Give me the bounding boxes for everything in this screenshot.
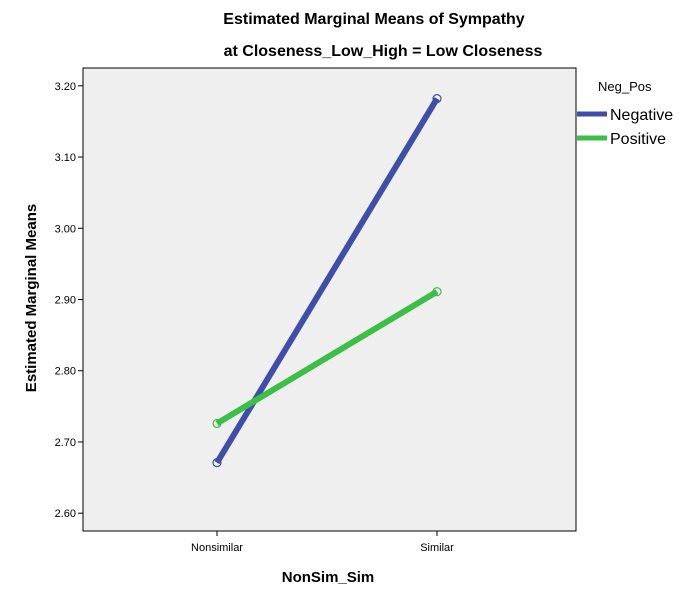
y-tick-label: 3.00 — [55, 223, 76, 235]
chart-title: Estimated Marginal Means of Sympathy — [223, 11, 525, 28]
legend: Neg_Pos Negative Positive — [577, 79, 673, 148]
x-axis-title: NonSim_Sim — [282, 569, 375, 586]
y-tick-label: 2.70 — [55, 437, 76, 449]
y-tick-label: 3.20 — [55, 81, 76, 93]
y-axis-ticks: 2.60 2.70 2.80 2.90 3.00 3.10 3.20 — [55, 81, 83, 520]
data-point-positive — [212, 418, 222, 429]
series-layer — [212, 94, 442, 468]
x-axis-ticks: Nonsimilar Similar — [191, 531, 454, 554]
x-tick-label: Nonsimilar — [191, 542, 243, 554]
y-tick-label: 2.90 — [55, 295, 76, 307]
y-tick-label: 2.80 — [55, 366, 76, 378]
legend-title: Neg_Pos — [598, 79, 652, 94]
chart-subtitle: at Closeness_Low_High = Low Closeness — [224, 43, 543, 60]
plot-area — [82, 67, 577, 532]
series-line-positive — [215, 289, 439, 427]
legend-label: Positive — [610, 131, 666, 148]
y-axis-title: Estimated Marginal Means — [23, 204, 40, 392]
x-tick-label: Similar — [420, 542, 454, 554]
data-point-positive — [432, 287, 442, 297]
y-tick-label: 2.60 — [55, 508, 76, 520]
legend-label: Negative — [610, 107, 673, 124]
data-point-negative — [432, 94, 442, 104]
y-tick-label: 3.10 — [55, 152, 76, 164]
data-point-negative — [212, 458, 222, 468]
